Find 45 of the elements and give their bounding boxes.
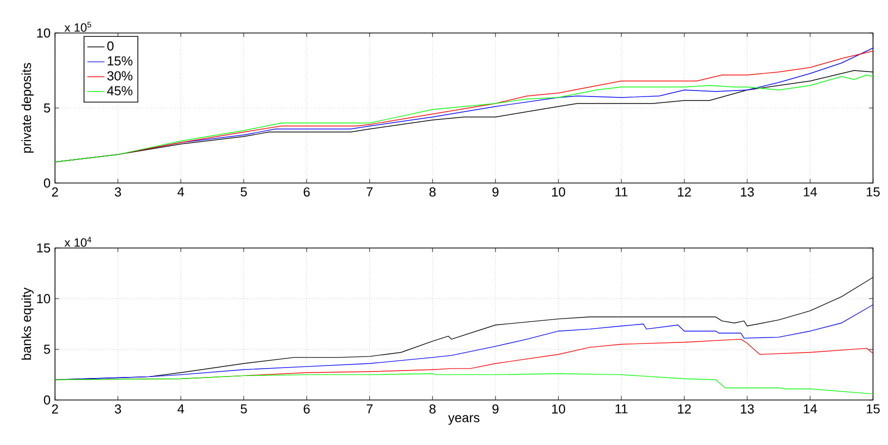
y-axis-title: banks equity [22,288,34,360]
x-tick-label: 12 [678,404,691,414]
x-tick-label: 5 [240,187,247,196]
x-tick-label: 6 [304,187,310,197]
x-tick-label: 4 [178,187,184,196]
x-tick-label: 8 [429,404,436,414]
x-tick-label: 5 [240,404,247,414]
x-axis-title: years [448,415,480,425]
y-tick-label: 10 [37,28,50,38]
x-tick-label: 11 [616,404,628,414]
legend-label: 45% [107,86,132,96]
legend-label: 0 [107,41,114,51]
x-tick-label: 13 [740,187,754,197]
x-tick-label: 9 [492,404,498,414]
x-tick-label: 7 [366,404,373,414]
x-tick-label: 6 [304,404,310,414]
x-tick-label: 10 [552,404,566,414]
x-tick-label: 10 [552,187,566,197]
y-tick-label: 5 [44,103,50,113]
y-axis-title: private deposits [22,62,34,153]
line-series [54,373,874,394]
x-tick-label: 9 [492,187,498,197]
x-tick-label: 7 [366,187,373,196]
x-tick-label: 4 [178,404,184,414]
x-tick-label: 14 [804,404,817,414]
legend-label: 15% [108,56,132,66]
x-tick-label: 2 [52,187,58,196]
x-tick-label: 8 [429,187,436,197]
y-tick-label: 15 [37,243,50,253]
text: x 10$^{4}$ [64,236,92,247]
x-tick-label: 3 [114,187,121,197]
x-tick-label: 3 [114,404,121,414]
y-tick-label: 0 [44,395,50,405]
x-tick-label: 15 [866,404,880,414]
x-tick-label: 15 [866,187,880,196]
y-tick-label: 10 [37,294,50,304]
text: x 10$^{5}$ [64,22,92,32]
x-tick-label: 13 [740,404,754,414]
y-tick-label: 0 [44,178,50,188]
y-tick-label: 5 [44,344,50,354]
x-tick-label: 11 [616,187,628,196]
x-tick-label: 2 [52,404,58,414]
x-tick-label: 12 [678,187,691,196]
legend-label: 30% [107,71,132,80]
x-tick-label: 14 [804,187,817,196]
